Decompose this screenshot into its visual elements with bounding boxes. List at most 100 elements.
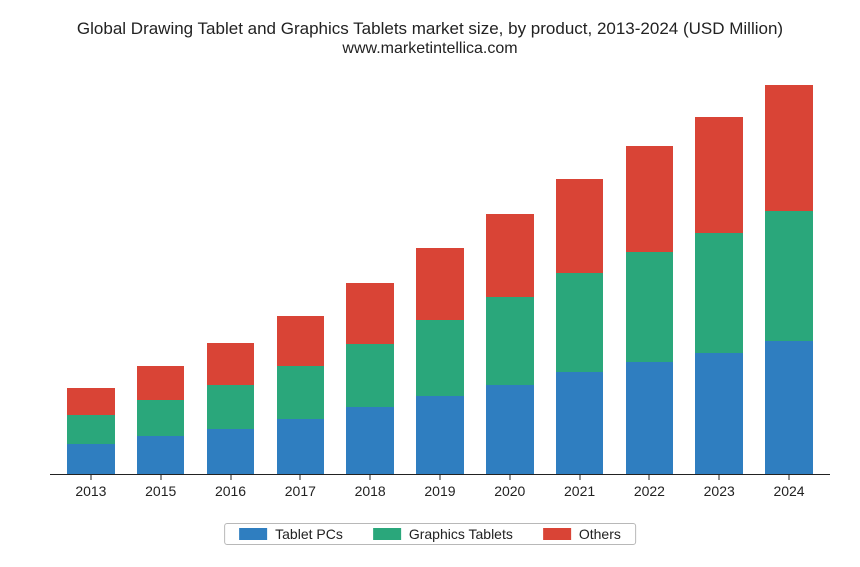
bar-segment-others bbox=[67, 388, 114, 415]
bar-segment-tablet_pcs bbox=[626, 362, 673, 474]
x-tick: 2017 bbox=[265, 479, 335, 507]
x-tick-mark bbox=[579, 475, 580, 480]
x-tick-label: 2017 bbox=[285, 483, 316, 499]
bar-segment-tablet_pcs bbox=[137, 436, 184, 474]
bar-segment-others bbox=[137, 366, 184, 400]
x-tick: 2018 bbox=[335, 479, 405, 507]
bar-segment-graphics_tablets bbox=[486, 297, 533, 384]
bar-segment-others bbox=[765, 85, 812, 212]
bar-segment-others bbox=[556, 179, 603, 274]
bar-stack bbox=[346, 283, 393, 474]
x-tick-label: 2019 bbox=[424, 483, 455, 499]
bar-column bbox=[754, 80, 824, 474]
bar-segment-tablet_pcs bbox=[207, 429, 254, 474]
x-tick-mark bbox=[789, 475, 790, 480]
bar-segment-tablet_pcs bbox=[695, 353, 742, 474]
bar-segment-graphics_tablets bbox=[277, 366, 324, 419]
x-tick-label: 2022 bbox=[634, 483, 665, 499]
bar-stack bbox=[67, 388, 114, 474]
x-tick-label: 2020 bbox=[494, 483, 525, 499]
bar-segment-tablet_pcs bbox=[346, 407, 393, 474]
bar-segment-graphics_tablets bbox=[416, 320, 463, 396]
bar-column bbox=[475, 80, 545, 474]
bar-segment-others bbox=[346, 283, 393, 344]
bar-segment-tablet_pcs bbox=[486, 385, 533, 474]
bar-segment-graphics_tablets bbox=[765, 211, 812, 341]
legend-item-tablet_pcs: Tablet PCs bbox=[239, 526, 343, 542]
bar-stack bbox=[137, 366, 184, 474]
x-axis: 2013 2015 2016 2017 2018 2019 2020 2021 2022 2023… bbox=[50, 479, 830, 507]
bar-segment-others bbox=[277, 316, 324, 367]
chart-container: Global Drawing Tablet and Graphics Table… bbox=[0, 0, 860, 567]
x-tick-mark bbox=[300, 475, 301, 480]
bar-segment-graphics_tablets bbox=[556, 273, 603, 372]
chart-title-block: Global Drawing Tablet and Graphics Table… bbox=[0, 18, 860, 59]
x-tick-mark bbox=[90, 475, 91, 480]
x-tick: 2020 bbox=[475, 479, 545, 507]
plot-area bbox=[50, 80, 830, 475]
x-tick-mark bbox=[230, 475, 231, 480]
bar-segment-graphics_tablets bbox=[207, 385, 254, 429]
x-tick-label: 2013 bbox=[75, 483, 106, 499]
x-tick-label: 2023 bbox=[704, 483, 735, 499]
legend-label: Tablet PCs bbox=[275, 526, 343, 542]
x-tick-mark bbox=[649, 475, 650, 480]
x-tick: 2013 bbox=[56, 479, 126, 507]
bar-segment-tablet_pcs bbox=[277, 419, 324, 474]
x-tick-label: 2015 bbox=[145, 483, 176, 499]
bar-column bbox=[265, 80, 335, 474]
x-tick-mark bbox=[719, 475, 720, 480]
bar-segment-graphics_tablets bbox=[626, 252, 673, 362]
bar-stack bbox=[207, 343, 254, 474]
bar-column bbox=[684, 80, 754, 474]
x-tick: 2016 bbox=[196, 479, 266, 507]
bar-segment-tablet_pcs bbox=[67, 444, 114, 474]
legend-label: Graphics Tablets bbox=[409, 526, 513, 542]
x-tick: 2015 bbox=[126, 479, 196, 507]
bar-segment-others bbox=[416, 248, 463, 320]
bar-segment-others bbox=[626, 146, 673, 252]
bar-stack bbox=[486, 214, 533, 474]
x-tick-mark bbox=[370, 475, 371, 480]
bar-stack bbox=[416, 248, 463, 474]
bar-stack bbox=[277, 316, 324, 474]
chart-subtitle: www.marketintellica.com bbox=[0, 39, 860, 59]
bars-container bbox=[50, 80, 830, 474]
legend-swatch bbox=[373, 528, 401, 540]
chart-title: Global Drawing Tablet and Graphics Table… bbox=[0, 18, 860, 39]
x-tick-mark bbox=[509, 475, 510, 480]
bar-segment-tablet_pcs bbox=[416, 396, 463, 474]
legend-item-others: Others bbox=[543, 526, 621, 542]
x-tick-label: 2016 bbox=[215, 483, 246, 499]
bar-segment-others bbox=[695, 117, 742, 233]
x-tick: 2021 bbox=[545, 479, 615, 507]
bar-stack bbox=[626, 146, 673, 474]
bar-stack bbox=[765, 85, 812, 474]
x-tick-label: 2024 bbox=[773, 483, 804, 499]
legend-label: Others bbox=[579, 526, 621, 542]
bar-column bbox=[335, 80, 405, 474]
x-tick: 2022 bbox=[615, 479, 685, 507]
bar-segment-graphics_tablets bbox=[695, 233, 742, 353]
x-tick-label: 2021 bbox=[564, 483, 595, 499]
bar-segment-graphics_tablets bbox=[346, 344, 393, 408]
bar-segment-graphics_tablets bbox=[67, 415, 114, 444]
legend-item-graphics_tablets: Graphics Tablets bbox=[373, 526, 513, 542]
bar-column bbox=[545, 80, 615, 474]
bar-column bbox=[126, 80, 196, 474]
bar-segment-tablet_pcs bbox=[556, 372, 603, 474]
bar-segment-graphics_tablets bbox=[137, 400, 184, 436]
bar-column bbox=[405, 80, 475, 474]
bar-stack bbox=[556, 179, 603, 475]
bar-column bbox=[196, 80, 266, 474]
x-tick-label: 2018 bbox=[355, 483, 386, 499]
bar-column bbox=[56, 80, 126, 474]
x-tick: 2024 bbox=[754, 479, 824, 507]
bar-column bbox=[615, 80, 685, 474]
bar-segment-others bbox=[486, 214, 533, 297]
x-tick: 2019 bbox=[405, 479, 475, 507]
x-tick: 2023 bbox=[684, 479, 754, 507]
x-tick-mark bbox=[439, 475, 440, 480]
bar-segment-others bbox=[207, 343, 254, 385]
legend-swatch bbox=[543, 528, 571, 540]
